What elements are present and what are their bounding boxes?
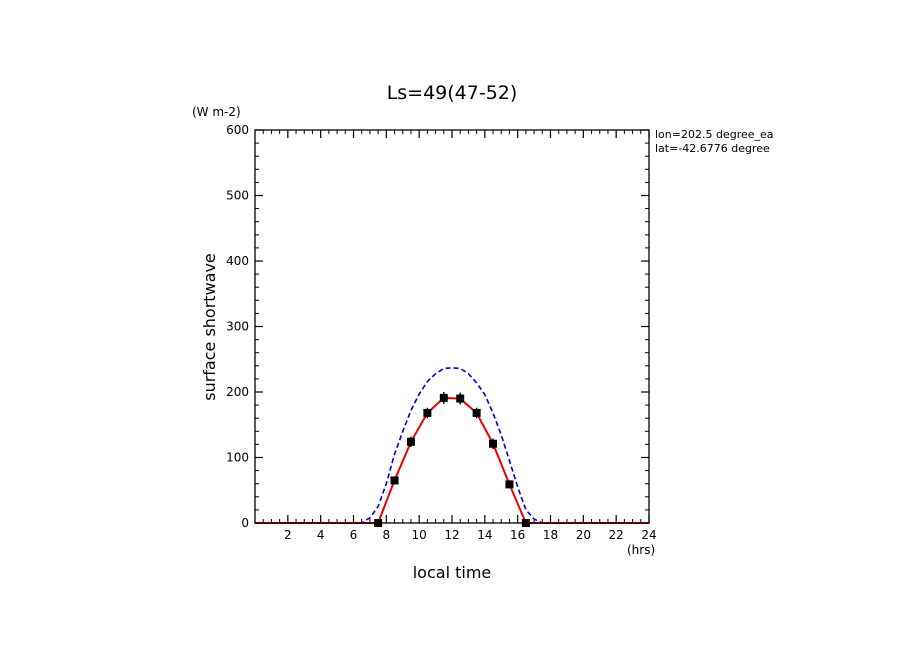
y-unit: (W m-2) — [192, 105, 241, 119]
data-point — [456, 394, 465, 403]
y-tick-label: 200 — [226, 385, 249, 399]
y-tick-label: 300 — [226, 320, 249, 334]
x-tick-label: 2 — [284, 528, 292, 542]
x-tick-label: 10 — [412, 528, 427, 542]
annotation-lat: lat=-42.6776 degree — [655, 142, 770, 155]
x-tick-label: 24 — [641, 528, 656, 542]
x-unit: (hrs) — [627, 543, 655, 557]
data-point — [489, 439, 498, 448]
y-axis-label: surface shortwave — [200, 253, 219, 401]
x-tick-label: 12 — [444, 528, 459, 542]
x-tick-label: 22 — [609, 528, 624, 542]
series-line-solid — [255, 396, 649, 524]
data-point — [472, 408, 481, 417]
y-tick-label: 400 — [226, 254, 249, 268]
data-point — [406, 437, 415, 446]
y-tick-label: 100 — [226, 451, 249, 465]
data-point — [505, 480, 514, 489]
data-point — [423, 408, 432, 417]
x-axis-label: local time — [413, 563, 492, 582]
data-point — [390, 476, 399, 485]
x-tick-label: 16 — [510, 528, 525, 542]
x-tick-label: 14 — [477, 528, 492, 542]
data-point — [439, 393, 448, 402]
x-tick-label: 20 — [576, 528, 591, 542]
y-tick-label: 500 — [226, 189, 249, 203]
chart-title: Ls=49(47-52) — [387, 82, 518, 104]
x-tick-label: 18 — [543, 528, 558, 542]
annotation-lon: lon=202.5 degree_ea — [655, 128, 774, 141]
x-tick-label: 6 — [350, 528, 358, 542]
plot-frame — [254, 129, 650, 524]
y-tick-label: 600 — [226, 123, 249, 137]
x-tick-label: 4 — [317, 528, 325, 542]
series-line-dashed — [263, 366, 641, 524]
y-tick-label: 0 — [241, 516, 249, 530]
x-tick-label: 8 — [383, 528, 391, 542]
